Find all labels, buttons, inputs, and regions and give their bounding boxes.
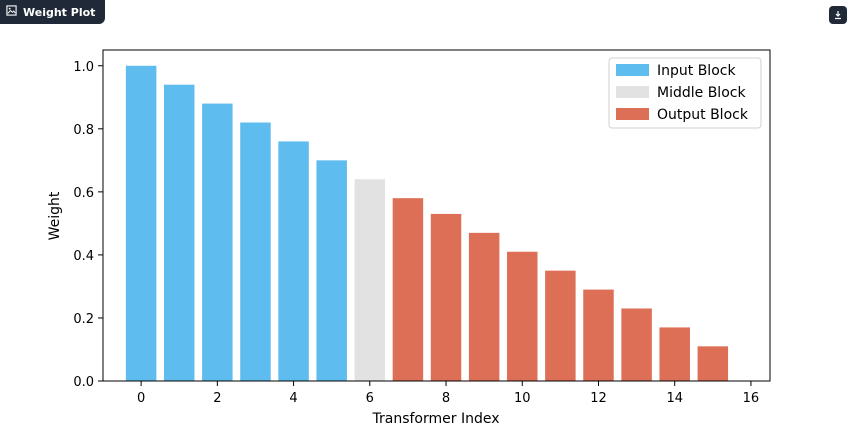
- y-tick-label: 0.0: [73, 375, 94, 390]
- x-tick-label: 8: [442, 391, 450, 406]
- bar-7: [392, 198, 424, 381]
- download-button[interactable]: [829, 6, 847, 24]
- y-tick-label: 1.0: [73, 60, 94, 75]
- bar-6: [354, 179, 386, 381]
- legend: Input Block Middle Block Output Block: [608, 57, 762, 129]
- legend-swatch-middle: [616, 86, 649, 98]
- legend-label-middle: Middle Block: [657, 85, 746, 101]
- legend-label-output: Output Block: [657, 107, 749, 123]
- x-tick-label: 6: [366, 391, 374, 406]
- bar-14: [659, 327, 690, 381]
- y-tick-label: 0.6: [73, 186, 94, 201]
- y-tick-label: 0.8: [73, 123, 94, 138]
- x-axis-label: Transformer Index: [372, 411, 500, 424]
- bar-1: [163, 84, 195, 381]
- plot-title: Weight Plot: [23, 5, 96, 19]
- bars-group: [125, 65, 729, 381]
- y-tick-label: 0.2: [73, 312, 94, 327]
- bar-15: [697, 346, 729, 381]
- image-icon: [6, 5, 17, 19]
- legend-swatch-input: [616, 64, 649, 76]
- x-tick-label: 16: [743, 391, 760, 406]
- bar-2: [202, 103, 233, 381]
- x-tick-label: 2: [213, 391, 221, 406]
- bar-11: [545, 270, 576, 381]
- bar-10: [507, 251, 538, 381]
- x-tick-label: 0: [137, 391, 145, 406]
- x-tick-label: 12: [590, 391, 607, 406]
- bar-8: [430, 213, 462, 381]
- bar-12: [583, 289, 614, 381]
- bar-13: [621, 308, 652, 381]
- bar-0: [125, 65, 157, 381]
- x-tick-label: 10: [514, 391, 531, 406]
- legend-label-input: Input Block: [657, 63, 736, 79]
- x-tick-label: 4: [289, 391, 297, 406]
- bar-4: [278, 141, 309, 381]
- y-axis-label: Weight: [47, 191, 63, 240]
- legend-swatch-output: [616, 108, 649, 120]
- plot-tab-label: Weight Plot: [0, 0, 106, 24]
- y-tick-label: 0.4: [73, 249, 94, 264]
- bar-9: [468, 232, 500, 381]
- plot-frame: [102, 49, 771, 382]
- bar-5: [316, 160, 347, 381]
- x-axis-ticks: 0 2 4 6 8 10 12 14 16: [137, 381, 759, 406]
- download-icon: [833, 10, 843, 20]
- x-tick-label: 14: [666, 391, 683, 406]
- bar-3: [240, 122, 271, 381]
- y-axis-ticks: 0.0 0.2 0.4 0.6 0.8 1.0: [73, 60, 103, 390]
